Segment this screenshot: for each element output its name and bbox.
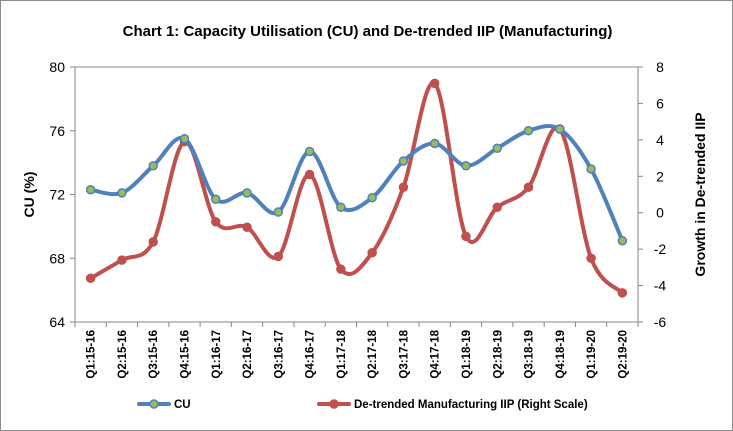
iip-data-point (336, 264, 346, 274)
cu-data-point (179, 133, 190, 144)
x-tick-label: Q4:15-16 (179, 330, 191, 379)
x-tick-label: Q3:15-16 (148, 330, 160, 379)
iip-data-point (492, 202, 502, 212)
cu-data-point (336, 202, 346, 212)
legend-cu-label: CU (174, 399, 191, 411)
chart-title: Chart 1: Capacity Utilisation (CU) and D… (122, 23, 613, 40)
y-left-axis-title: CU (%) (21, 172, 37, 218)
x-tick-label: Q2:16-17 (242, 330, 254, 379)
iip-series-line (88, 81, 625, 295)
cu-data-point (273, 207, 284, 217)
cu-data-point (304, 146, 315, 157)
x-tick-label: Q4:16-17 (305, 330, 317, 379)
legend-cu-marker (149, 399, 159, 409)
cu-data-point (117, 188, 127, 198)
cu-data-point (523, 126, 534, 136)
y-left-tick-label: 72 (49, 187, 65, 203)
cu-data-point (242, 188, 252, 198)
iip-data-point (211, 217, 221, 227)
y-right-tick-label: 0 (656, 205, 664, 221)
x-tick-label: Q2:17-18 (367, 329, 379, 378)
x-tick-label: Q4:17-18 (430, 329, 442, 378)
x-tick-label: Q2:18-19 (492, 330, 504, 379)
iip-data-point (398, 182, 409, 192)
y-right-tick-label: 6 (656, 95, 664, 111)
iip-data-point (117, 255, 127, 265)
y-left-tick-label: 80 (49, 59, 65, 75)
iip-data-point (586, 253, 596, 263)
x-tick-label: Q1:17-18 (336, 329, 348, 378)
y-right-tick-label: -4 (654, 278, 667, 294)
x-tick-label: Q1:16-17 (211, 330, 223, 379)
legend-iip-label: De-trended Manufacturing IIP (Right Scal… (354, 399, 588, 411)
y-right-tick-label: 4 (656, 132, 664, 148)
legend-iip-marker (329, 399, 339, 409)
x-tick-label: Q3:18-19 (524, 330, 536, 379)
cu-data-point (148, 161, 158, 171)
iip-data-point (429, 78, 440, 89)
iip-data-point (148, 237, 158, 247)
x-tick-label: Q2:19-20 (617, 330, 629, 379)
plot-area-border (74, 66, 639, 323)
cu-data-point (461, 161, 471, 171)
iip-data-point (367, 248, 377, 258)
y-right-axis-title: Growth in De-trended IIP (692, 112, 708, 276)
x-tick-label: Q3:16-17 (273, 330, 285, 379)
x-tick-label: Q3:17-18 (398, 329, 410, 378)
cu-data-point (398, 156, 409, 166)
iip-data-point (617, 288, 628, 298)
iip-data-point (523, 182, 534, 192)
cu-data-point (586, 164, 596, 174)
y-left-tick-label: 64 (49, 314, 65, 330)
y-left-tick-label: 68 (49, 250, 65, 266)
x-tick-label: Q2:15-16 (117, 330, 129, 379)
cu-data-point (617, 235, 628, 246)
x-tick-label: Q1:18-19 (461, 330, 473, 379)
cu-data-point (367, 192, 377, 203)
cu-data-point (492, 143, 502, 154)
y-right-tick-label: 8 (656, 59, 664, 75)
cu-data-point (85, 184, 96, 195)
x-tick-label: Q4:18-19 (555, 330, 567, 379)
iip-data-point (85, 273, 96, 284)
iip-data-point (242, 222, 252, 233)
y-right-tick-label: 2 (656, 168, 664, 184)
iip-data-point (273, 251, 284, 262)
x-tick-label: Q1:19-20 (586, 330, 598, 379)
x-tick-label: Q1:15-16 (86, 330, 98, 379)
y-left-tick-label: 76 (49, 123, 65, 139)
y-right-tick-label: -6 (654, 314, 667, 330)
y-right-tick-label: -2 (654, 241, 667, 257)
cu-data-point (429, 138, 440, 149)
iip-data-point (461, 231, 471, 242)
iip-data-point (304, 169, 315, 180)
cu-data-point (555, 124, 565, 134)
cu-data-point (211, 194, 221, 205)
